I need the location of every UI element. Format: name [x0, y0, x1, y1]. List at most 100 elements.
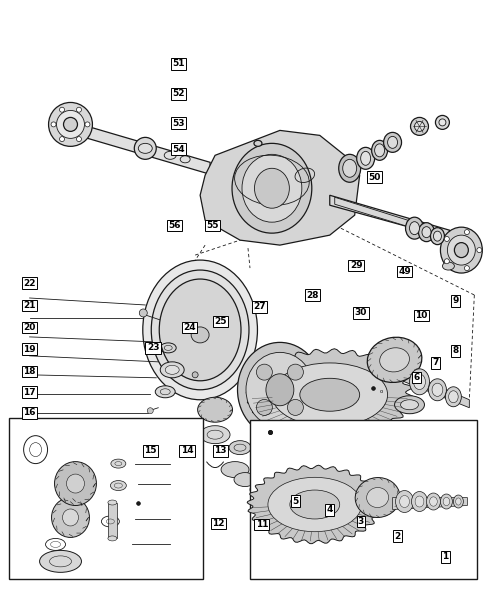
Ellipse shape — [245, 352, 313, 427]
Ellipse shape — [399, 496, 408, 507]
Text: 49: 49 — [397, 267, 410, 276]
Ellipse shape — [51, 497, 89, 537]
Ellipse shape — [267, 477, 361, 532]
Circle shape — [60, 107, 64, 112]
Text: 55: 55 — [206, 221, 218, 230]
Text: 54: 54 — [171, 145, 184, 153]
Polygon shape — [334, 197, 439, 236]
Ellipse shape — [454, 498, 460, 505]
Circle shape — [287, 364, 303, 380]
Text: o: o — [379, 389, 382, 394]
Bar — [249, 419, 476, 579]
Ellipse shape — [254, 168, 289, 208]
Ellipse shape — [192, 372, 198, 378]
Ellipse shape — [366, 487, 388, 507]
Polygon shape — [329, 195, 449, 238]
Text: 52: 52 — [171, 89, 184, 98]
Text: 3: 3 — [357, 517, 363, 526]
Ellipse shape — [40, 550, 81, 572]
Polygon shape — [60, 119, 210, 174]
Bar — [108, 503, 117, 539]
Text: 30: 30 — [354, 308, 366, 317]
Ellipse shape — [110, 481, 126, 490]
Ellipse shape — [395, 490, 413, 513]
Text: 24: 24 — [182, 323, 195, 332]
Ellipse shape — [435, 116, 449, 129]
Ellipse shape — [444, 387, 460, 407]
Ellipse shape — [387, 136, 397, 148]
Ellipse shape — [425, 493, 439, 510]
Polygon shape — [404, 372, 469, 408]
Ellipse shape — [360, 152, 370, 165]
Polygon shape — [200, 130, 359, 245]
Ellipse shape — [408, 222, 419, 235]
Ellipse shape — [242, 155, 301, 222]
Ellipse shape — [454, 242, 468, 258]
Ellipse shape — [63, 117, 77, 132]
Ellipse shape — [453, 495, 462, 508]
Text: 23: 23 — [147, 343, 159, 352]
Text: 9: 9 — [451, 296, 457, 306]
Ellipse shape — [394, 396, 424, 414]
Ellipse shape — [264, 476, 294, 493]
Ellipse shape — [374, 144, 384, 157]
Ellipse shape — [142, 260, 257, 400]
Ellipse shape — [433, 231, 440, 241]
Ellipse shape — [237, 342, 321, 437]
Circle shape — [76, 137, 81, 142]
Text: 29: 29 — [349, 261, 362, 270]
Ellipse shape — [66, 474, 84, 493]
Circle shape — [60, 137, 64, 142]
Text: 14: 14 — [180, 447, 193, 455]
Ellipse shape — [439, 494, 452, 509]
Ellipse shape — [405, 217, 423, 239]
Circle shape — [464, 230, 469, 235]
Bar — [9, 418, 203, 579]
Text: 11: 11 — [255, 520, 268, 529]
Ellipse shape — [418, 222, 434, 242]
Ellipse shape — [414, 496, 423, 507]
Ellipse shape — [383, 132, 401, 152]
Text: 6: 6 — [413, 373, 419, 382]
Ellipse shape — [231, 143, 311, 233]
Text: 21: 21 — [23, 301, 36, 310]
Ellipse shape — [155, 386, 175, 398]
Text: 51: 51 — [171, 59, 184, 68]
Circle shape — [256, 399, 272, 415]
Ellipse shape — [441, 262, 454, 270]
Text: 28: 28 — [306, 290, 318, 300]
Text: 27: 27 — [253, 302, 265, 312]
Ellipse shape — [379, 348, 408, 372]
Ellipse shape — [228, 441, 250, 455]
Ellipse shape — [289, 490, 339, 519]
Text: 2: 2 — [393, 532, 400, 541]
Ellipse shape — [221, 461, 248, 477]
Ellipse shape — [200, 426, 229, 444]
Ellipse shape — [165, 365, 179, 374]
Ellipse shape — [414, 122, 424, 132]
Text: 13: 13 — [214, 447, 227, 455]
Ellipse shape — [431, 383, 442, 396]
Text: 56: 56 — [168, 221, 181, 230]
Polygon shape — [247, 466, 381, 543]
Ellipse shape — [62, 509, 78, 526]
Text: 4: 4 — [326, 506, 332, 514]
Ellipse shape — [107, 536, 117, 541]
Text: 20: 20 — [24, 323, 36, 332]
Ellipse shape — [255, 448, 274, 461]
Text: 8: 8 — [451, 346, 457, 355]
Text: 19: 19 — [23, 345, 36, 353]
Ellipse shape — [421, 227, 430, 238]
Text: 10: 10 — [414, 311, 427, 320]
Circle shape — [256, 364, 272, 380]
Ellipse shape — [427, 379, 445, 401]
Ellipse shape — [442, 497, 449, 506]
Circle shape — [287, 399, 303, 415]
Text: 12: 12 — [212, 519, 224, 528]
Polygon shape — [392, 497, 467, 510]
Text: 53: 53 — [171, 119, 184, 127]
Ellipse shape — [164, 152, 176, 159]
Circle shape — [476, 248, 481, 253]
Text: 22: 22 — [23, 278, 36, 288]
Circle shape — [464, 266, 469, 271]
